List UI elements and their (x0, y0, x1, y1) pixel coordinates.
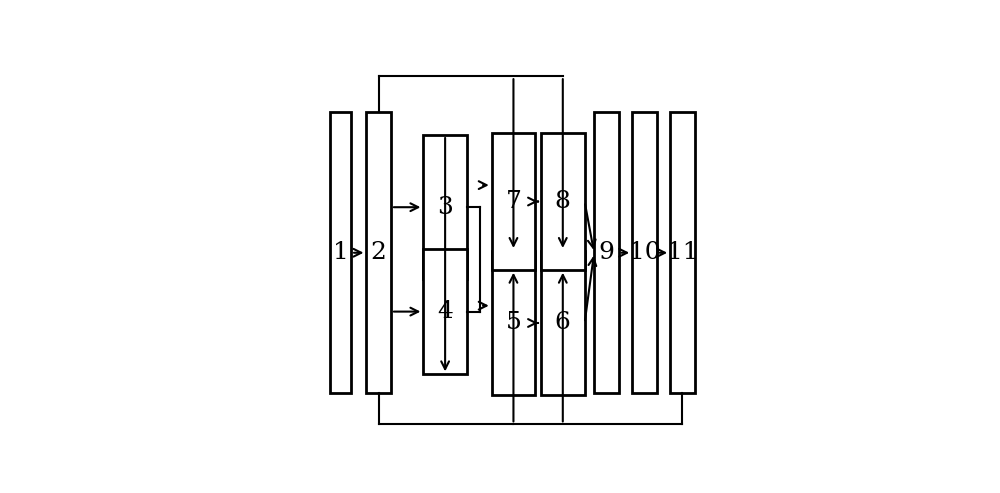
Text: 11: 11 (667, 241, 698, 264)
Bar (330, 112, 351, 393)
Text: 6: 6 (555, 312, 571, 334)
Bar (423, 135, 467, 280)
Text: 4: 4 (437, 300, 453, 323)
Bar (632, 112, 657, 393)
Bar (366, 112, 391, 393)
Text: 9: 9 (599, 241, 614, 264)
Text: 5: 5 (506, 312, 521, 334)
Text: 10: 10 (629, 241, 660, 264)
Bar (594, 112, 619, 393)
Text: 7: 7 (506, 190, 521, 213)
Bar (492, 133, 535, 270)
Bar (423, 249, 467, 374)
Bar (492, 251, 535, 395)
Text: 3: 3 (437, 196, 453, 219)
Bar (541, 251, 585, 395)
Text: 2: 2 (371, 241, 387, 264)
Text: 1: 1 (333, 241, 349, 264)
Text: 8: 8 (555, 190, 571, 213)
Bar (541, 133, 585, 270)
Bar (670, 112, 695, 393)
